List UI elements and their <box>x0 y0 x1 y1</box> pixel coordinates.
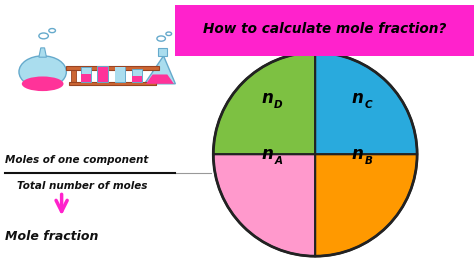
Bar <box>132 76 142 82</box>
Bar <box>115 67 125 82</box>
Polygon shape <box>315 52 417 154</box>
Text: C: C <box>365 100 372 110</box>
Text: n: n <box>262 89 274 107</box>
Bar <box>115 67 125 82</box>
Text: How to calculate mole fraction?: How to calculate mole fraction? <box>203 22 447 36</box>
Text: Mole fraction: Mole fraction <box>5 230 98 243</box>
Bar <box>152 66 156 85</box>
Ellipse shape <box>22 77 64 91</box>
Bar <box>69 82 156 85</box>
Text: n: n <box>352 89 364 107</box>
FancyBboxPatch shape <box>175 5 474 56</box>
Bar <box>158 48 167 56</box>
Polygon shape <box>213 52 315 154</box>
Polygon shape <box>315 154 417 256</box>
Text: B: B <box>365 156 372 166</box>
Bar <box>81 67 91 82</box>
Polygon shape <box>39 48 46 57</box>
Polygon shape <box>145 56 175 84</box>
Polygon shape <box>213 154 315 256</box>
Bar <box>132 69 142 82</box>
Text: n: n <box>352 145 364 163</box>
Bar <box>97 66 108 82</box>
Bar <box>66 66 159 70</box>
Text: Total number of moles: Total number of moles <box>17 181 147 191</box>
Text: Moles of one component: Moles of one component <box>5 155 148 165</box>
Bar <box>81 74 91 82</box>
Text: D: D <box>274 100 283 110</box>
Ellipse shape <box>19 56 66 88</box>
Text: A: A <box>274 156 282 166</box>
Polygon shape <box>146 74 174 84</box>
Bar <box>71 66 76 85</box>
Text: n: n <box>262 145 274 163</box>
